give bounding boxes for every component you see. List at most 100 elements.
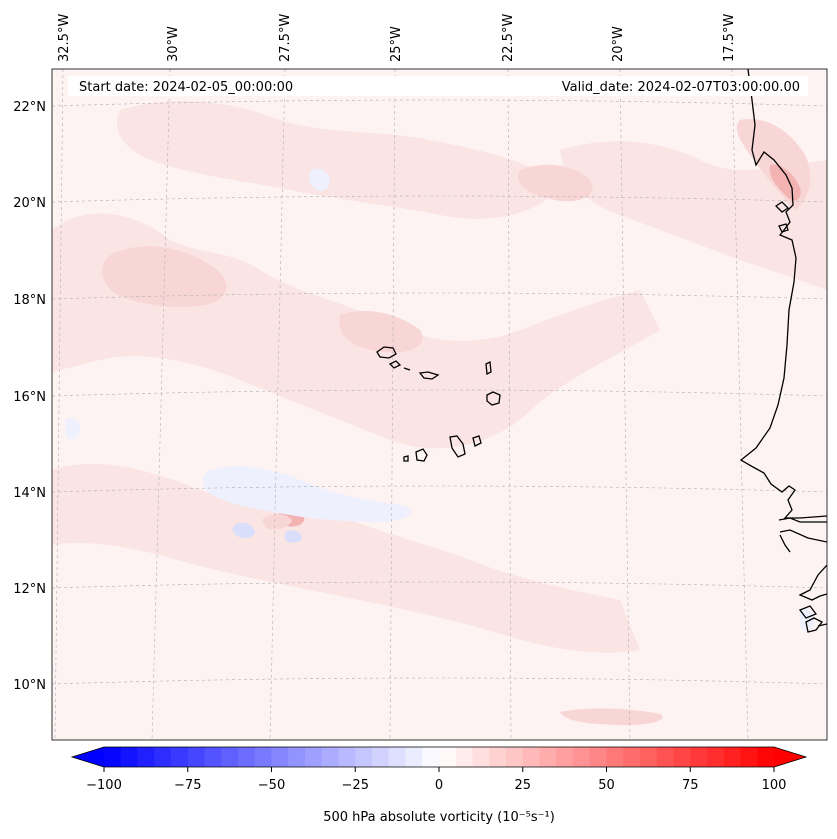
colorbar-cell (472, 747, 490, 767)
colorbar-tick-label: 100 (762, 778, 787, 793)
island-fogo (415, 448, 428, 462)
colorbar-title: 500 hPa absolute vorticity (10⁻⁵s⁻¹) (323, 810, 555, 825)
colorbar-cell (137, 747, 155, 767)
vorticity-patch-bottom (560, 708, 663, 726)
lat-label-18n: 18°N (13, 293, 46, 308)
colorbar-cell (690, 747, 708, 767)
vorticity-min-south-a (232, 522, 255, 539)
vorticity-patch-east-pink (518, 164, 593, 202)
island-banc-arguin (774, 201, 790, 213)
colorbar-tick-label: −75 (174, 778, 201, 793)
colorbar-tick-label: 50 (598, 778, 615, 793)
colorbar-cell (623, 747, 641, 767)
longitude-labels: 32.5°W 30°W 27.5°W 25°W 22.5°W 20°W 17.5… (57, 14, 737, 62)
map-panel (52, 69, 827, 740)
lat-label-10n: 10°N (13, 678, 46, 693)
lon-label-17-5w: 17.5°W (722, 14, 737, 62)
lat-label-22n: 22°N (13, 100, 46, 115)
vorticity-patch-south-pink (262, 514, 292, 530)
colorbar-tick-labels: −100 −75 −50 −25 0 25 50 75 100 (86, 778, 786, 793)
colorbar-cell (707, 747, 725, 767)
lon-label-27-5w: 27.5°W (278, 14, 293, 62)
colorbar-cell (355, 747, 373, 767)
colorbar-cell (388, 747, 407, 767)
lat-label-16n: 16°N (13, 390, 46, 405)
vorticity-min-south-b (285, 530, 302, 543)
colorbar-cell (589, 747, 608, 767)
graticule (52, 69, 827, 740)
colorbar-tick-label: 75 (682, 778, 699, 793)
island-tidra (778, 223, 789, 233)
vorticity-min-north (309, 168, 330, 191)
island-sao-vicente (388, 360, 402, 369)
colorbar-high-extend (774, 747, 806, 767)
lon-label-32-5w: 32.5°W (57, 14, 72, 62)
island-sal (485, 360, 492, 376)
colorbar: −100 −75 −50 −25 0 25 50 75 100 500 hPa … (70, 746, 808, 825)
colorbar-cell (506, 747, 524, 767)
colorbar-cell (439, 747, 457, 767)
island-maio (472, 435, 482, 447)
start-date-label: Start date: 2024-02-05_00:00:00 (79, 80, 293, 95)
colorbar-cell (238, 747, 256, 767)
island-sao-nicolau (418, 371, 440, 380)
cape-verde-islands (376, 346, 501, 462)
colorbar-cell (640, 747, 658, 767)
lon-label-25w: 25°W (389, 26, 404, 62)
vorticity-patch-coast-north (560, 141, 827, 290)
colorbar-cell (254, 747, 273, 767)
colorbar-tick-label: −50 (258, 778, 285, 793)
lat-label-14n: 14°N (13, 486, 46, 501)
colorbar-cell (673, 747, 691, 767)
vorticity-patch-north (116, 101, 561, 219)
colorbar-cell (221, 747, 239, 767)
colorbar-cell (556, 747, 574, 767)
coast-bijagos-c (817, 623, 827, 627)
colorbar-cell (171, 747, 189, 767)
header-strip (68, 76, 808, 96)
latitude-labels: 22°N 20°N 18°N 16°N 14°N 12°N 10°N (13, 100, 46, 693)
lon-label-20w: 20°W (611, 26, 626, 62)
vorticity-patch-central-pink (339, 310, 423, 353)
colorbar-cells (104, 747, 775, 767)
colorbar-cell (606, 747, 624, 767)
lat-label-20n: 20°N (13, 196, 46, 211)
coast-mauritania-senegal (739, 69, 827, 519)
map-frame (51, 68, 828, 741)
island-bijagos-a (798, 605, 818, 619)
island-brava (403, 455, 409, 462)
colorbar-cell (154, 747, 172, 767)
coast-gambia (778, 517, 827, 523)
colorbar-cell (757, 747, 775, 767)
colorbar-cell (271, 747, 289, 767)
colorbar-cell (288, 747, 306, 767)
lon-label-22-5w: 22.5°W (501, 14, 516, 62)
coast-guinea (798, 564, 827, 601)
colorbar-cell (338, 747, 356, 767)
lon-label-30w: 30°W (166, 26, 181, 62)
colorbar-low-extend (72, 747, 104, 767)
island-santo-antao (376, 346, 397, 359)
colorbar-cell (573, 747, 591, 767)
vorticity-min-west (65, 418, 80, 440)
colorbar-cell (204, 747, 222, 767)
vorticity-patch-west-pink (102, 246, 227, 307)
colorbar-cell (321, 747, 340, 767)
colorbar-tick-label: 0 (435, 778, 443, 793)
colorbar-ticks (103, 767, 775, 772)
african-coastline (739, 69, 827, 633)
colorbar-tick-label: −25 (342, 778, 369, 793)
colorbar-cell (656, 747, 675, 767)
colorbar-cell (120, 747, 139, 767)
colorbar-tick-label: 25 (514, 778, 531, 793)
colorbar-cell (522, 747, 541, 767)
valid-date-label: Valid_date: 2024-02-07T03:00:00.00 (562, 80, 800, 95)
colorbar-cell (405, 747, 423, 767)
coast-guinea-bissau (779, 529, 827, 543)
lat-label-12n: 12°N (13, 582, 46, 597)
colorbar-cell (372, 747, 390, 767)
island-boa-vista (486, 391, 501, 406)
colorbar-cell (489, 747, 507, 767)
colorbar-cell (305, 747, 323, 767)
